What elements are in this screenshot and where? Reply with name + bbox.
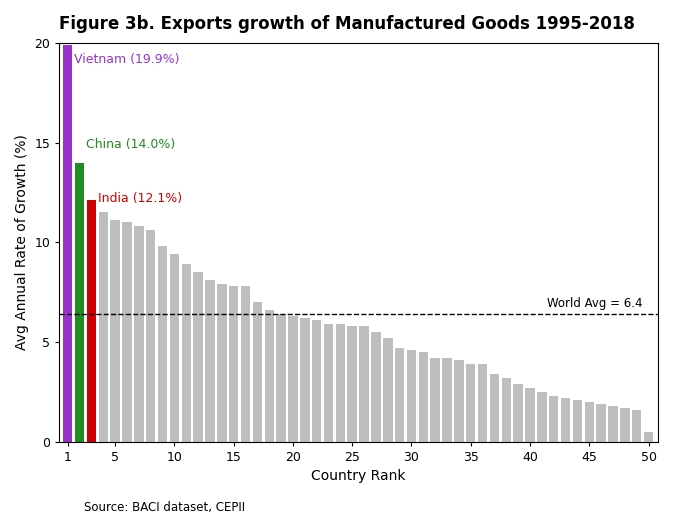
- Bar: [87, 200, 96, 442]
- Bar: [431, 358, 440, 442]
- Bar: [644, 432, 653, 442]
- Text: World Avg = 6.4: World Avg = 6.4: [547, 297, 643, 310]
- Bar: [324, 324, 333, 442]
- Bar: [336, 324, 345, 442]
- Bar: [466, 364, 475, 442]
- Bar: [110, 221, 120, 442]
- Bar: [501, 378, 511, 442]
- Text: China (14.0%): China (14.0%): [86, 138, 176, 151]
- Bar: [75, 162, 84, 442]
- Bar: [252, 302, 262, 442]
- Bar: [596, 404, 606, 442]
- Bar: [608, 406, 618, 442]
- Text: Figure 3b. Exports growth of Manufactured Goods 1995-2018: Figure 3b. Exports growth of Manufacture…: [59, 15, 635, 33]
- Text: Vietnam (19.9%): Vietnam (19.9%): [74, 53, 180, 66]
- Bar: [561, 398, 570, 442]
- Bar: [573, 400, 582, 442]
- Bar: [229, 286, 238, 442]
- Bar: [205, 280, 215, 442]
- Bar: [537, 392, 546, 442]
- Bar: [300, 318, 310, 442]
- Bar: [134, 226, 143, 442]
- Bar: [620, 408, 629, 442]
- Bar: [98, 212, 108, 442]
- X-axis label: Country Rank: Country Rank: [312, 469, 406, 483]
- Bar: [264, 310, 274, 442]
- Bar: [490, 374, 499, 442]
- Bar: [146, 230, 155, 442]
- Bar: [383, 338, 392, 442]
- Bar: [359, 326, 369, 442]
- Bar: [170, 254, 179, 442]
- Bar: [371, 332, 381, 442]
- Bar: [217, 284, 227, 442]
- Bar: [122, 222, 132, 442]
- Bar: [182, 264, 191, 442]
- Bar: [454, 360, 464, 442]
- Bar: [277, 314, 286, 442]
- Bar: [193, 272, 203, 442]
- Text: India (12.1%): India (12.1%): [98, 193, 182, 206]
- Bar: [347, 326, 357, 442]
- Bar: [312, 320, 322, 442]
- Bar: [525, 388, 535, 442]
- Bar: [241, 286, 250, 442]
- Bar: [442, 358, 452, 442]
- Bar: [63, 45, 73, 442]
- Bar: [395, 348, 404, 442]
- Bar: [158, 246, 168, 442]
- Bar: [419, 352, 428, 442]
- Bar: [406, 350, 416, 442]
- Bar: [632, 410, 641, 442]
- Bar: [549, 396, 559, 442]
- Y-axis label: Avg Annual Rate of Growth (%): Avg Annual Rate of Growth (%): [15, 134, 29, 350]
- Bar: [288, 316, 297, 442]
- Text: Source: BACI dataset, CEPII: Source: BACI dataset, CEPII: [84, 501, 245, 514]
- Bar: [478, 364, 487, 442]
- Bar: [513, 384, 523, 442]
- Bar: [585, 402, 594, 442]
